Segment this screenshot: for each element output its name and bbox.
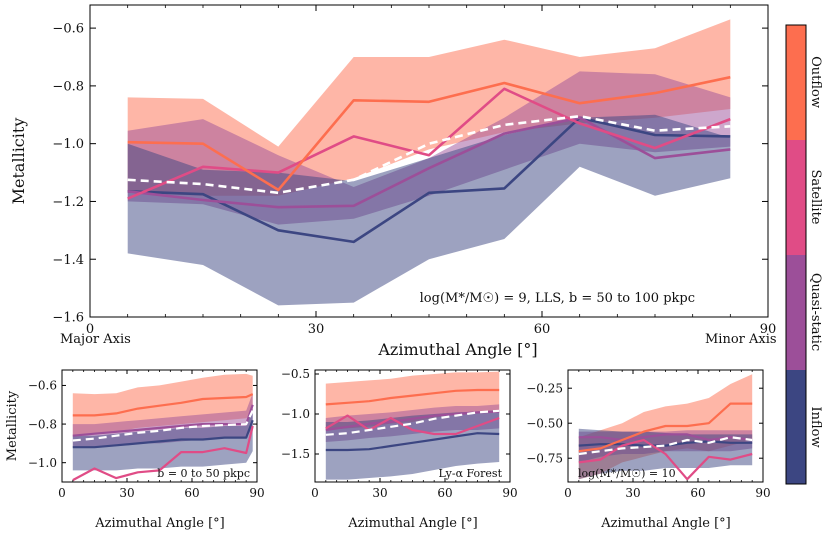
subpanel-impact-parameter: 0 30 60 90−1.0−0.8−0.6 Azimuthal Angle [°] … bbox=[5, 369, 265, 531]
main-xtick-label: 30 bbox=[308, 322, 325, 337]
main-outflow-line bbox=[127, 75, 731, 192]
main-ylabel: Metallicity bbox=[9, 118, 28, 205]
subpanel-lya-forest: 0 30 60 90−1.5−1.0−0.5 Azimuthal Angle [°] … bbox=[281, 367, 518, 531]
sub1-satellite-line bbox=[72, 425, 254, 482]
sub3-mean-line bbox=[578, 436, 753, 456]
sub2-annotation: Ly-α Forest bbox=[439, 467, 503, 480]
colorbar-inflow-segment bbox=[786, 370, 806, 484]
main-ytick-label: −1.0 bbox=[52, 137, 84, 152]
main-satellite-line bbox=[127, 87, 731, 200]
main-xtick-label: 60 bbox=[534, 322, 551, 337]
sub3-xtick-label: 30 bbox=[625, 486, 640, 500]
sub1-xtick-label: 30 bbox=[119, 486, 134, 500]
colorbar-quasi-static-segment bbox=[786, 255, 806, 370]
sub1-xtick-label: 90 bbox=[249, 486, 264, 500]
main-panel: 0 30 60 90 −1.6 −1.4 −1.2 −1.0 −0.8 −0.6 Azimutha… bbox=[9, 4, 777, 359]
main-quasi-static-line bbox=[127, 116, 731, 209]
main-inflow-line bbox=[127, 116, 731, 244]
sub1-inflow-band bbox=[72, 408, 253, 471]
major-axis-label: Major Axis bbox=[60, 332, 131, 347]
colorbar-label-satellite: Satellite bbox=[808, 170, 823, 225]
sub1-ytick-label: −0.8 bbox=[28, 417, 57, 431]
main-ytick-label: −1.6 bbox=[52, 311, 84, 326]
colorbar-frame bbox=[785, 24, 807, 485]
main-inflow-band bbox=[127, 114, 731, 306]
sub2-xtick-label: 0 bbox=[311, 486, 319, 500]
main-outflow-band bbox=[127, 19, 731, 196]
sub2-satellite-line bbox=[325, 414, 500, 436]
main-xlabel: Azimuthal Angle [°] bbox=[377, 340, 537, 359]
main-xtick-label: 0 bbox=[86, 322, 94, 337]
sub3-outflow-line bbox=[578, 402, 753, 453]
sub3-ytick-label: −0.50 bbox=[526, 416, 563, 430]
main-ytick-label: −0.6 bbox=[52, 22, 84, 37]
sub3-satellite-line bbox=[578, 438, 753, 481]
sub2-ytick-label: −1.0 bbox=[281, 407, 310, 421]
sub3-ytick-label: −0.75 bbox=[526, 451, 563, 465]
sub1-ylabel: Metallicity bbox=[5, 390, 20, 461]
sub2-xlabel: Azimuthal Angle [°] bbox=[347, 516, 477, 531]
sub3-xtick-label: 60 bbox=[690, 486, 705, 500]
sub3-xtick-label: 90 bbox=[755, 486, 770, 500]
colorbar-label-outflow: Outflow bbox=[808, 56, 823, 108]
sub1-outflow-line bbox=[72, 393, 254, 417]
sub2-mean-line bbox=[325, 409, 500, 436]
sub2-inflow-line bbox=[325, 432, 500, 452]
sub1-xlabel: Azimuthal Angle [°] bbox=[94, 516, 224, 531]
sub1-ytick-label: −1.0 bbox=[28, 456, 57, 470]
subpanel-stellar-mass: 0 30 60 90 −0.75 −0.50 −0.25 Azimuthal Angle [… bbox=[526, 369, 771, 531]
sub2-ytick-label: −0.5 bbox=[281, 367, 310, 381]
sub2-outflow-line bbox=[325, 388, 500, 406]
main-annotation: log(M*/M☉) = 9, LLS, b = 50 to 100 pkpc bbox=[420, 291, 695, 306]
colorbar: Outflow Satellite Quasi-static Inflow bbox=[785, 24, 823, 485]
sub3-xlabel: Azimuthal Angle [°] bbox=[600, 516, 730, 531]
sub2-ytick-label: −1.5 bbox=[281, 447, 310, 461]
sub1-xtick-label: 0 bbox=[58, 486, 66, 500]
sub1-inflow-line bbox=[72, 419, 254, 449]
sub3-ytick-label: −0.25 bbox=[526, 381, 563, 395]
colorbar-label-quasi-static: Quasi-static bbox=[808, 273, 823, 351]
main-xtick-label: 90 bbox=[760, 322, 777, 337]
sub1-mean-line bbox=[72, 410, 254, 442]
sub2-xtick-label: 90 bbox=[502, 486, 517, 500]
sub1-xtick-label: 60 bbox=[184, 486, 199, 500]
main-ytick-label: −0.8 bbox=[52, 79, 84, 94]
sub1-ytick-label: −0.6 bbox=[28, 379, 57, 393]
sub1-annotation: b = 0 to 50 pkpc bbox=[157, 467, 250, 480]
sub2-xtick-label: 60 bbox=[437, 486, 452, 500]
minor-axis-label: Minor Axis bbox=[705, 332, 777, 347]
main-ytick-label: −1.2 bbox=[52, 195, 84, 210]
main-ytick-label: −1.4 bbox=[52, 253, 84, 268]
colorbar-label-inflow: Inflow bbox=[808, 406, 823, 447]
sub3-inflow-line bbox=[578, 440, 753, 447]
colorbar-outflow-segment bbox=[786, 25, 806, 140]
sub2-xtick-label: 30 bbox=[372, 486, 387, 500]
sub3-xtick-label: 0 bbox=[564, 486, 572, 500]
sub2-inflow-band bbox=[325, 410, 500, 480]
colorbar-satellite-segment bbox=[786, 140, 806, 255]
sub3-annotation: log(M*/M☉) = 10 bbox=[578, 467, 676, 480]
